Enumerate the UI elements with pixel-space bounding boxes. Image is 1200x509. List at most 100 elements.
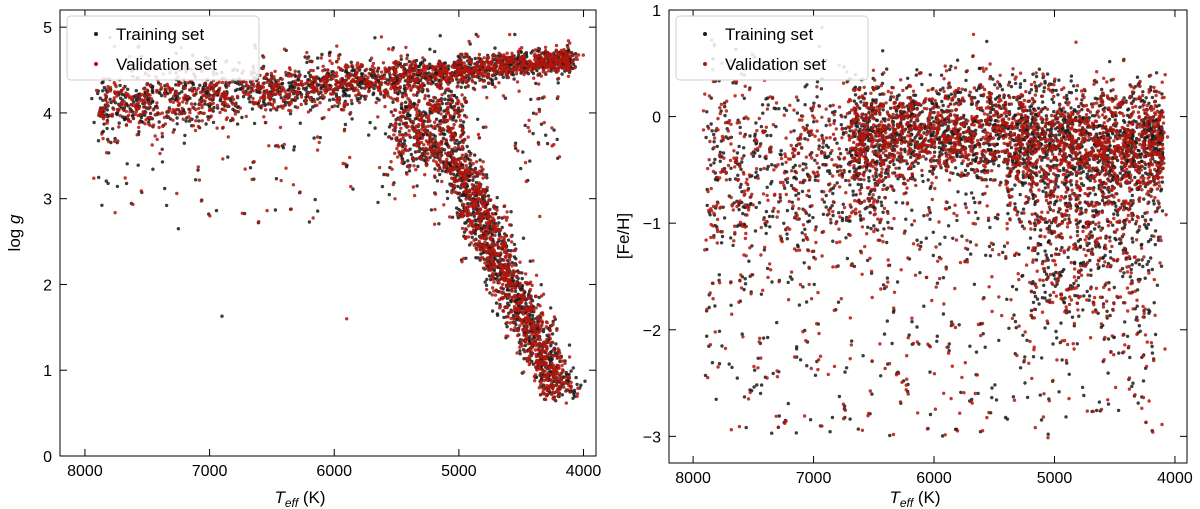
training-set-point — [579, 383, 583, 387]
validation-set-point — [443, 63, 447, 67]
training-set-point — [426, 94, 431, 98]
validation-set-point — [396, 144, 400, 148]
validation-set-point — [168, 99, 173, 104]
training-set-point — [196, 168, 200, 172]
training-set-point — [574, 52, 578, 56]
validation-set-point — [177, 96, 181, 101]
validation-set-point — [141, 110, 145, 114]
validation-set-point — [399, 143, 403, 147]
validation-set-point — [322, 77, 326, 81]
validation-set-point — [196, 86, 200, 91]
validation-set-point — [239, 80, 243, 85]
validation-set-point — [533, 48, 537, 52]
validation-set-point — [492, 70, 497, 75]
validation-set-point — [407, 98, 412, 102]
validation-set-point — [431, 153, 435, 158]
validation-set-point — [356, 88, 360, 93]
validation-set-point — [384, 81, 389, 86]
validation-set-point — [428, 137, 432, 141]
validation-set-point — [487, 81, 491, 85]
training-set-point — [494, 76, 498, 81]
validation-set-point — [575, 392, 580, 396]
validation-set-point — [479, 247, 483, 252]
validation-set-point — [450, 132, 454, 137]
validation-set-point — [425, 87, 429, 92]
validation-set-point — [537, 367, 541, 371]
validation-set-point — [400, 161, 404, 165]
training-set-point — [518, 352, 522, 356]
validation-set-point — [484, 214, 489, 219]
validation-set-point — [452, 65, 457, 70]
training-set-point — [206, 91, 210, 96]
validation-set-point — [559, 371, 563, 376]
validation-set-point — [224, 93, 229, 98]
validation-set-point — [355, 70, 359, 74]
validation-set-point — [568, 41, 572, 45]
training-set-point — [531, 49, 535, 53]
validation-set-point — [188, 110, 192, 115]
training-set-point — [398, 122, 402, 127]
validation-set-point — [526, 342, 530, 346]
validation-set-point — [493, 293, 498, 297]
validation-set-point — [486, 74, 491, 78]
validation-set-point — [163, 122, 168, 126]
validation-set-point — [151, 108, 155, 112]
validation-set-point — [225, 104, 229, 109]
validation-set-point — [543, 386, 547, 390]
validation-set-point — [490, 293, 494, 297]
training-set-point — [418, 146, 422, 151]
training-set-point — [450, 215, 455, 219]
validation-set-point — [486, 211, 491, 216]
validation-set-point — [482, 69, 486, 73]
validation-set-point — [508, 223, 512, 227]
validation-set-point — [257, 99, 262, 103]
validation-set-point — [347, 87, 351, 92]
training-set-point — [483, 280, 487, 284]
validation-set-point — [417, 156, 421, 160]
validation-set-point — [224, 117, 229, 122]
validation-set-point — [181, 100, 185, 104]
validation-set-point — [508, 32, 512, 37]
training-set-point — [428, 111, 432, 115]
validation-set-point — [463, 52, 468, 56]
training-set-point — [334, 92, 339, 96]
validation-set-point — [453, 134, 457, 138]
training-set-point — [182, 141, 186, 145]
validation-set-point — [518, 324, 522, 328]
training-set-point — [298, 121, 302, 125]
training-set-point — [413, 150, 418, 154]
validation-set-point — [570, 54, 575, 58]
training-set-point — [415, 93, 419, 98]
training-set-point — [327, 51, 332, 55]
training-set-point — [343, 92, 348, 96]
validation-set-point — [159, 85, 164, 90]
training-set-point — [474, 256, 478, 260]
training-set-point — [389, 110, 394, 114]
training-set-point — [90, 96, 94, 101]
validation-set-point — [545, 392, 550, 396]
validation-set-point — [382, 95, 386, 99]
training-set-point — [192, 86, 197, 91]
validation-set-point — [309, 59, 314, 64]
validation-set-point — [464, 115, 469, 119]
validation-set-point — [375, 85, 380, 89]
validation-set-point — [363, 80, 367, 84]
validation-set-point — [440, 148, 444, 152]
validation-set-point — [338, 80, 342, 84]
validation-set-point — [299, 102, 303, 107]
training-set-point — [412, 101, 416, 106]
validation-set-point — [428, 119, 432, 123]
training-set-point — [375, 96, 379, 101]
validation-set-point — [189, 102, 194, 106]
validation-set-point — [369, 56, 374, 60]
training-set-point — [497, 221, 501, 225]
training-set-point — [442, 114, 446, 119]
training-set-point — [473, 153, 477, 157]
validation-set-point — [487, 198, 491, 202]
training-set-point — [349, 60, 353, 64]
validation-set-point — [505, 51, 509, 55]
validation-set-point — [128, 110, 132, 114]
validation-set-point — [477, 181, 481, 185]
validation-set-point — [136, 101, 140, 106]
